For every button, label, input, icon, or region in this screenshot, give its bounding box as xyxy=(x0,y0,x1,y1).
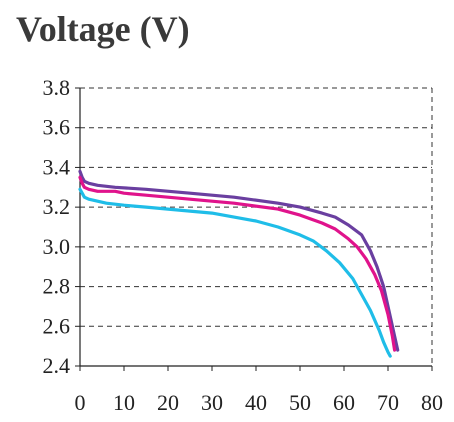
series-line-3 xyxy=(78,187,392,358)
y-tick-label: 2.4 xyxy=(43,353,71,378)
y-tick-label: 3.2 xyxy=(43,194,71,219)
x-tick-label: 70 xyxy=(377,390,399,415)
x-tick-label: 20 xyxy=(157,390,179,415)
y-tick-label: 3.6 xyxy=(43,115,71,140)
x-tick-label: 40 xyxy=(245,390,267,415)
x-tick-label: 0 xyxy=(75,390,86,415)
grid-lines xyxy=(80,87,433,366)
series-lines xyxy=(78,169,400,358)
y-tick-label: 2.8 xyxy=(43,274,71,299)
y-tick-label: 3.0 xyxy=(43,234,71,259)
x-tick-label: 50 xyxy=(289,390,311,415)
y-tick-labels: 2.4 2.6 2.8 3.0 3.2 3.4 3.6 3.8 xyxy=(43,75,71,378)
series-line-1 xyxy=(78,169,400,352)
y-tick-label: 3.8 xyxy=(43,75,71,100)
x-tick-label: 10 xyxy=(113,390,135,415)
axes xyxy=(75,87,433,371)
x-tick-label: 60 xyxy=(333,390,355,415)
x-tick-label: 80 xyxy=(421,390,443,415)
y-tick-label: 2.6 xyxy=(43,313,71,338)
chart-title: Voltage (V) xyxy=(16,9,190,49)
x-tick-labels: 0 10 20 30 40 50 60 70 80 xyxy=(75,390,444,415)
x-tick-label: 30 xyxy=(201,390,223,415)
y-tick-label: 3.4 xyxy=(43,154,71,179)
series-line-2 xyxy=(78,175,397,352)
